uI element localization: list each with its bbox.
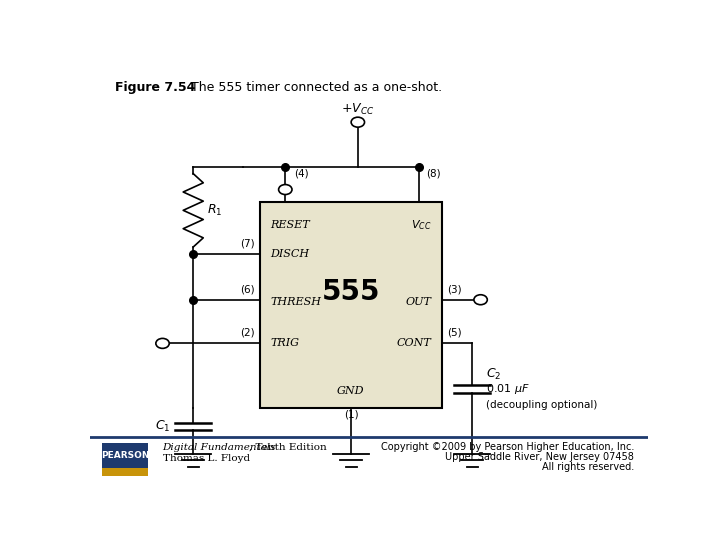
Text: TRIG: TRIG — [270, 339, 300, 348]
Text: Upper Saddle River, New Jersey 07458: Upper Saddle River, New Jersey 07458 — [445, 452, 634, 462]
Text: (8): (8) — [426, 168, 441, 179]
Text: (3): (3) — [447, 285, 462, 294]
Text: (1): (1) — [344, 410, 359, 420]
Text: , Tenth Edition: , Tenth Edition — [249, 443, 327, 452]
Text: (5): (5) — [447, 328, 462, 338]
Circle shape — [351, 117, 364, 127]
Text: Figure 7.54: Figure 7.54 — [115, 82, 196, 94]
Circle shape — [474, 295, 487, 305]
Text: All rights reserved.: All rights reserved. — [541, 462, 634, 472]
Bar — [102, 468, 148, 476]
Text: RESET: RESET — [270, 220, 310, 230]
Circle shape — [156, 339, 169, 348]
Text: Thomas L. Floyd: Thomas L. Floyd — [163, 455, 250, 463]
Text: (7): (7) — [240, 239, 255, 248]
Text: DISCH: DISCH — [270, 249, 310, 259]
Text: $R_1$: $R_1$ — [207, 203, 222, 218]
Text: (4): (4) — [294, 168, 308, 179]
Circle shape — [279, 185, 292, 194]
Text: THRESH: THRESH — [270, 297, 321, 307]
Text: $C_2$: $C_2$ — [486, 367, 502, 382]
Text: 555: 555 — [322, 279, 380, 307]
Bar — [102, 443, 148, 476]
Text: The 555 timer connected as a one-shot.: The 555 timer connected as a one-shot. — [179, 82, 442, 94]
Text: $+V_{CC}$: $+V_{CC}$ — [341, 102, 374, 117]
Text: Digital Fundamentals: Digital Fundamentals — [163, 443, 276, 452]
Text: PEARSON: PEARSON — [101, 451, 150, 460]
Text: Copyright ©2009 by Pearson Higher Education, Inc.: Copyright ©2009 by Pearson Higher Educat… — [381, 442, 634, 451]
Text: CONT: CONT — [397, 339, 431, 348]
Text: OUT: OUT — [405, 297, 431, 307]
Text: (decoupling optional): (decoupling optional) — [486, 400, 598, 410]
Text: $V_{CC}$: $V_{CC}$ — [411, 218, 431, 232]
Text: (6): (6) — [240, 285, 255, 294]
Text: $0.01\ \mu F$: $0.01\ \mu F$ — [486, 382, 530, 396]
Text: GND: GND — [337, 386, 364, 396]
Bar — [260, 202, 441, 408]
Text: (2): (2) — [240, 328, 255, 338]
Text: $C_1$: $C_1$ — [156, 419, 171, 434]
